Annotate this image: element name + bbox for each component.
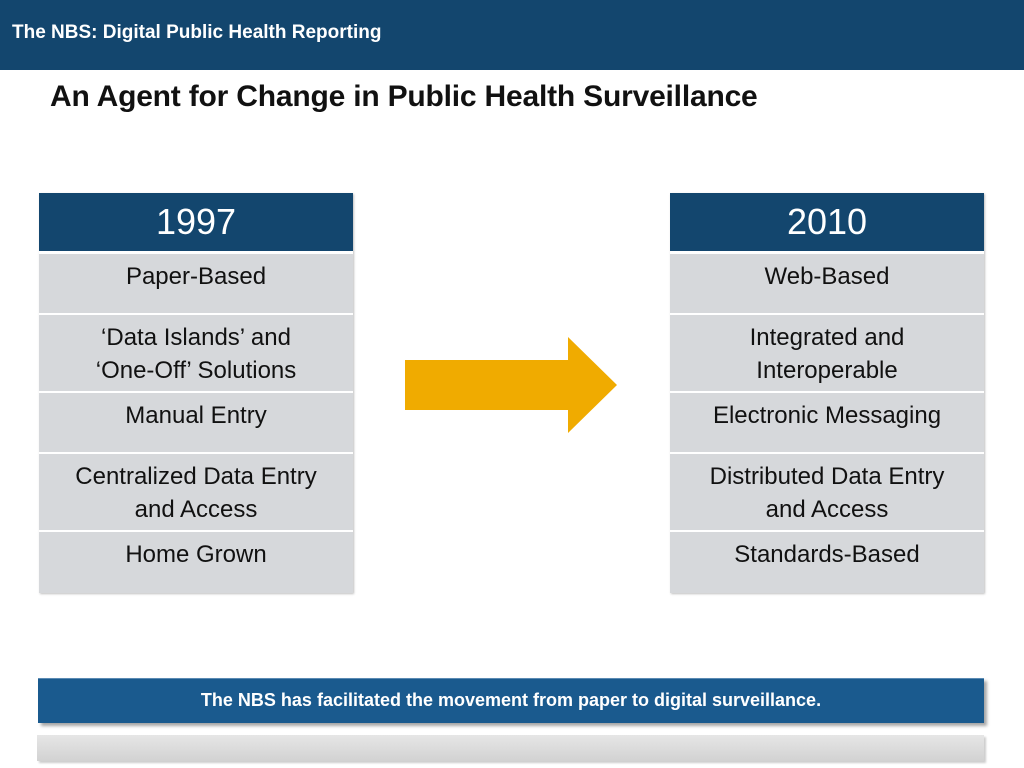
cell-text: Integrated and — [749, 324, 905, 351]
right-arrow-icon — [405, 337, 617, 433]
table-row: Distributed Data Entry and Access — [670, 454, 984, 532]
table-row: Home Grown — [39, 532, 353, 593]
table-1997: 1997 Paper-Based ‘Data Islands’ and ‘One… — [39, 193, 353, 593]
table-row: Manual Entry — [39, 393, 353, 454]
table-row: Electronic Messaging — [670, 393, 984, 454]
cell-text: and Access — [134, 496, 258, 523]
table-2010: 2010 Web-Based Integrated and Interopera… — [670, 193, 984, 593]
cell-text: Manual Entry — [125, 402, 267, 429]
cell-text: Home Grown — [125, 541, 267, 568]
cell-text: Centralized Data Entry — [75, 463, 317, 490]
table-row: Centralized Data Entry and Access — [39, 454, 353, 532]
table-row: Paper-Based — [39, 254, 353, 315]
year-header-2010: 2010 — [670, 193, 984, 254]
summary-banner: The NBS has facilitated the movement fro… — [38, 678, 984, 723]
header-bar: The NBS: Digital Public Health Reporting — [0, 0, 1024, 70]
table-row: Integrated and Interoperable — [670, 315, 984, 393]
cell-text: ‘One-Off’ Solutions — [95, 357, 297, 384]
arrow-shape — [405, 337, 617, 433]
cell-text: and Access — [765, 496, 889, 523]
year-header-1997: 1997 — [39, 193, 353, 254]
cell-text: Distributed Data Entry — [709, 463, 945, 490]
banner-text: The NBS has facilitated the movement fro… — [200, 689, 822, 710]
cell-text: Standards-Based — [734, 541, 920, 568]
table-row: ‘Data Islands’ and ‘One-Off’ Solutions — [39, 315, 353, 393]
table-row: Web-Based — [670, 254, 984, 315]
table-row: Standards-Based — [670, 532, 984, 593]
cell-text: Electronic Messaging — [712, 402, 942, 429]
cell-text: Web-Based — [764, 263, 890, 290]
header-title: The NBS: Digital Public Health Reporting — [12, 22, 382, 43]
cell-text: ‘Data Islands’ and — [101, 324, 291, 351]
slide-title: An Agent for Change in Public Health Sur… — [50, 80, 758, 113]
cell-text: Paper-Based — [125, 263, 267, 290]
footer-bar — [37, 735, 984, 761]
cell-text: Interoperable — [756, 357, 898, 384]
